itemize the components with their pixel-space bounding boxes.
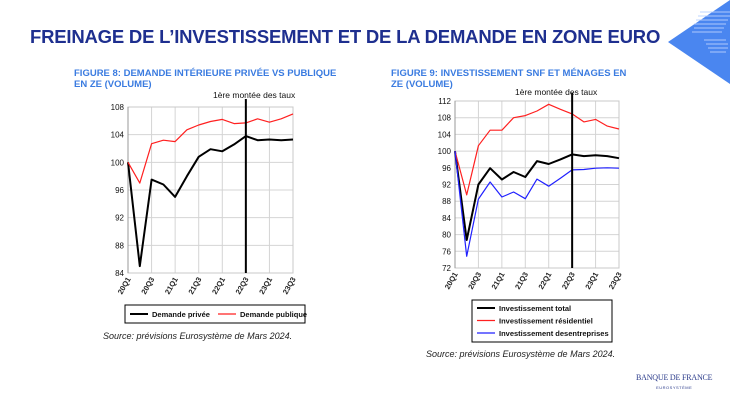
legend-label: Demande privée	[152, 310, 210, 319]
legend-box	[124, 304, 306, 324]
y-tick-label: 104	[111, 131, 125, 140]
banque-de-france-logo: BANQUE DE FRANCE EUROSYSTÈME	[636, 373, 713, 390]
x-tick-label: 23Q3	[607, 271, 624, 291]
legend-label: Investissement desentreprises	[499, 329, 609, 338]
rate-hike-annotation: 1ère montée des taux	[515, 87, 598, 97]
corner-stripes	[692, 11, 730, 53]
slide-title: FREINAGE DE L’INVESTISSEMENT ET DE LA DE…	[30, 26, 661, 47]
y-tick-label: 96	[115, 186, 124, 195]
legend-label: Investissement total	[499, 304, 571, 313]
y-tick-label: 112	[438, 97, 451, 106]
y-tick-label: 80	[442, 231, 451, 240]
figure-9-title: FIGURE 9: INVESTISSEMENT SNF ET MÉNAGES …	[391, 68, 627, 90]
logo-subtext: EUROSYSTÈME	[656, 385, 693, 390]
x-tick-label: 23Q1	[583, 271, 600, 291]
y-tick-label: 104	[438, 130, 452, 139]
y-tick-label: 100	[111, 158, 125, 167]
legend-box	[471, 299, 613, 343]
corner-triangle-icon	[668, 0, 730, 84]
y-tick-label: 108	[111, 103, 125, 112]
series-line-0	[454, 150, 620, 241]
y-tick-label: 88	[442, 197, 451, 206]
x-tick-label: 22Q3	[560, 271, 577, 291]
y-tick-label: 96	[442, 164, 451, 173]
series-line-0	[127, 135, 294, 268]
y-tick-label: 88	[115, 241, 124, 250]
y-tick-label: 92	[115, 214, 124, 223]
figure-8-title: FIGURE 8: DEMANDE INTÉRIEURE PRIVÉE VS P…	[74, 68, 337, 90]
y-tick-label: 92	[442, 181, 451, 190]
y-tick-label: 84	[442, 214, 451, 223]
y-tick-label: 108	[438, 114, 452, 123]
y-tick-label: 76	[442, 247, 451, 256]
figure-8-source: Source: prévisions Eurosystème de Mars 2…	[103, 331, 293, 341]
legend-label: Investissement résidentiel	[499, 317, 593, 326]
x-tick-label: 21Q3	[513, 271, 530, 291]
logo-text: BANQUE DE FRANCE	[636, 373, 713, 382]
series-line-2	[454, 151, 620, 257]
x-tick-label: 22Q1	[536, 271, 553, 291]
legend-label: Demande publique	[240, 310, 307, 319]
series-line-1	[454, 103, 620, 196]
y-tick-label: 84	[115, 269, 124, 278]
rate-hike-annotation: 1ère montée des taux	[213, 90, 296, 100]
series-line-1	[127, 113, 294, 184]
x-tick-label: 20Q3	[466, 271, 483, 291]
figure-9-source: Source: prévisions Eurosystème de Mars 2…	[426, 349, 616, 359]
x-tick-label: 21Q1	[490, 271, 507, 291]
y-tick-label: 100	[438, 147, 452, 156]
y-tick-label: 72	[442, 264, 451, 273]
x-tick-label: 20Q1	[443, 271, 460, 291]
